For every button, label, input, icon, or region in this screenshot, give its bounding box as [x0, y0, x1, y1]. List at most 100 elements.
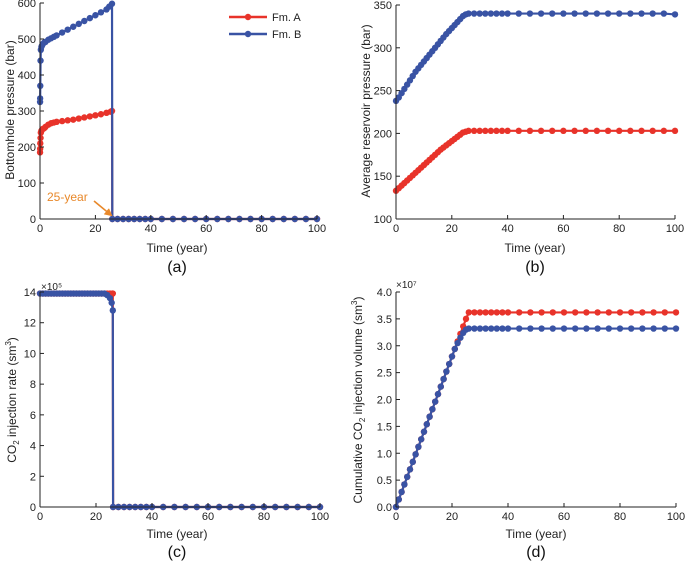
- panel-c: 0 20 40 60 80 100 0 2 4 6 8 10 12 14 ×10⁵ Time (year)…: [4, 282, 329, 561]
- series-fm-a-point: [482, 309, 489, 316]
- series-fm-a-point: [488, 309, 495, 316]
- y-tick-label: 150: [374, 171, 392, 183]
- y-tick-label: 2.0: [377, 395, 392, 407]
- series-fm-a-point: [471, 309, 478, 316]
- series-fm-b-point: [476, 325, 484, 332]
- y-tick-label: 250: [374, 86, 392, 98]
- series-fm-b-point: [487, 10, 495, 17]
- annotation-label: 25-year: [47, 190, 88, 204]
- series-fm-a-point: [671, 127, 679, 135]
- series-fm-a-line: [395, 129, 675, 192]
- x-axis-label: Time (year): [506, 527, 567, 541]
- series-fm-b-point: [395, 496, 402, 503]
- series-fm-a-point: [549, 309, 556, 316]
- axes-layer: 0 20 40 60 80 100 100 150 200 250 300 350: [374, 0, 685, 235]
- series-fm-b-point: [594, 325, 601, 332]
- series-fm-b-point: [616, 325, 624, 332]
- series-fm-b-point: [418, 436, 425, 443]
- x-tick-label: 60: [558, 511, 570, 523]
- series-fm-b-point: [549, 325, 556, 332]
- x-axis-label: Time (year): [505, 241, 566, 255]
- y-label-sub: 2: [12, 440, 21, 445]
- series-fm-b-point: [81, 17, 88, 25]
- series-fm-b-point: [476, 10, 483, 17]
- y-tick-label: 0.5: [377, 475, 392, 487]
- y-tick-label: 350: [374, 0, 392, 12]
- x-tick-label: 60: [557, 223, 569, 235]
- series-fm-a-point: [537, 127, 545, 135]
- series-fm-a-point: [493, 309, 500, 316]
- series-fm-a-point: [660, 127, 668, 135]
- series-fm-a-point: [516, 309, 523, 316]
- panel-label: (a): [167, 259, 187, 276]
- series-fm-b-point: [538, 325, 545, 332]
- series-fm-b-point: [457, 334, 464, 341]
- series-fm-b-point: [488, 325, 495, 332]
- annotation: 25-year: [47, 190, 113, 217]
- series-fm-b-point: [398, 488, 405, 496]
- y-label-sub: 2: [358, 417, 367, 422]
- y-tick-label: 3.5: [377, 314, 392, 326]
- series-fm-b-point: [649, 10, 656, 17]
- series-fm-a-point: [70, 116, 77, 123]
- series-fm-b-point: [638, 10, 645, 17]
- series-fm-a-point: [498, 127, 506, 135]
- axes-layer: 0 20 40 60 80 100 0 100 200 300 400 500 600: [18, 0, 327, 235]
- panel-label: (d): [526, 544, 546, 561]
- y-tick-label: 100: [18, 178, 36, 190]
- y-label-sup: 3: [350, 300, 359, 305]
- series-fm-a-point: [462, 315, 470, 323]
- series-fm-a-point: [53, 118, 60, 126]
- y-tick-label: 6: [30, 410, 36, 422]
- series-layer: [392, 309, 680, 511]
- series-fm-a-point: [604, 127, 612, 135]
- series-fm-b-point: [504, 325, 512, 332]
- series-fm-b-point: [434, 390, 442, 398]
- series-fm-a-point: [493, 127, 500, 135]
- series-fm-b-point: [465, 10, 472, 17]
- series-fm-b-point: [420, 428, 428, 435]
- series-fm-a-point: [37, 134, 44, 142]
- series-fm-b-point: [108, 299, 115, 306]
- series-fm-b-point: [628, 325, 635, 332]
- annotation-arrow: [93, 200, 113, 217]
- legend-marker-fm-b: [244, 30, 252, 38]
- series-fm-b-point: [605, 325, 612, 332]
- series-layer: [36, 290, 324, 511]
- x-tick-label: 0: [393, 511, 399, 523]
- x-tick-label: 80: [255, 223, 267, 235]
- x-tick-label: 60: [200, 223, 212, 235]
- series-fm-a-point: [92, 112, 99, 119]
- series-fm-a-point: [487, 127, 495, 135]
- series-fm-a-point: [476, 309, 484, 316]
- y-tick-label: 8: [30, 379, 36, 391]
- series-fm-a-point: [560, 127, 567, 135]
- series-fm-b-point: [571, 10, 578, 17]
- series-fm-b-point: [448, 353, 456, 360]
- x-tick-label: 20: [446, 511, 458, 523]
- x-tick-label: 0: [37, 223, 43, 235]
- series-fm-b-point: [661, 325, 668, 332]
- series-fm-a-point: [593, 127, 601, 135]
- y-label-part: ): [5, 337, 19, 341]
- series-fm-a-line: [394, 311, 676, 508]
- series-fm-b-point: [493, 325, 500, 332]
- series-fm-a-point: [515, 127, 522, 135]
- y-tick-label: 12: [24, 318, 36, 330]
- x-tick-label: 40: [146, 511, 158, 523]
- series-fm-a-point: [58, 117, 66, 125]
- y-tick-label: 4.0: [377, 287, 392, 299]
- series-fm-b-point: [471, 325, 478, 332]
- series-fm-b-point: [616, 10, 623, 17]
- series-fm-a-point: [109, 290, 117, 297]
- series-fm-b-point: [92, 12, 99, 19]
- series-fm-a-point: [499, 309, 506, 316]
- panel-label: (b): [525, 259, 545, 276]
- panel-a: 0 20 40 60 80 100 0 100 200 300 400 500 600 Time (ye…: [3, 0, 326, 276]
- series-fm-b-point: [86, 14, 94, 22]
- y-tick-label: 0: [30, 214, 36, 226]
- series-fm-a-point: [476, 127, 483, 135]
- series-fm-b-point: [671, 11, 679, 18]
- y-tick-label: 10: [24, 348, 36, 360]
- series-fm-b-point: [465, 325, 472, 332]
